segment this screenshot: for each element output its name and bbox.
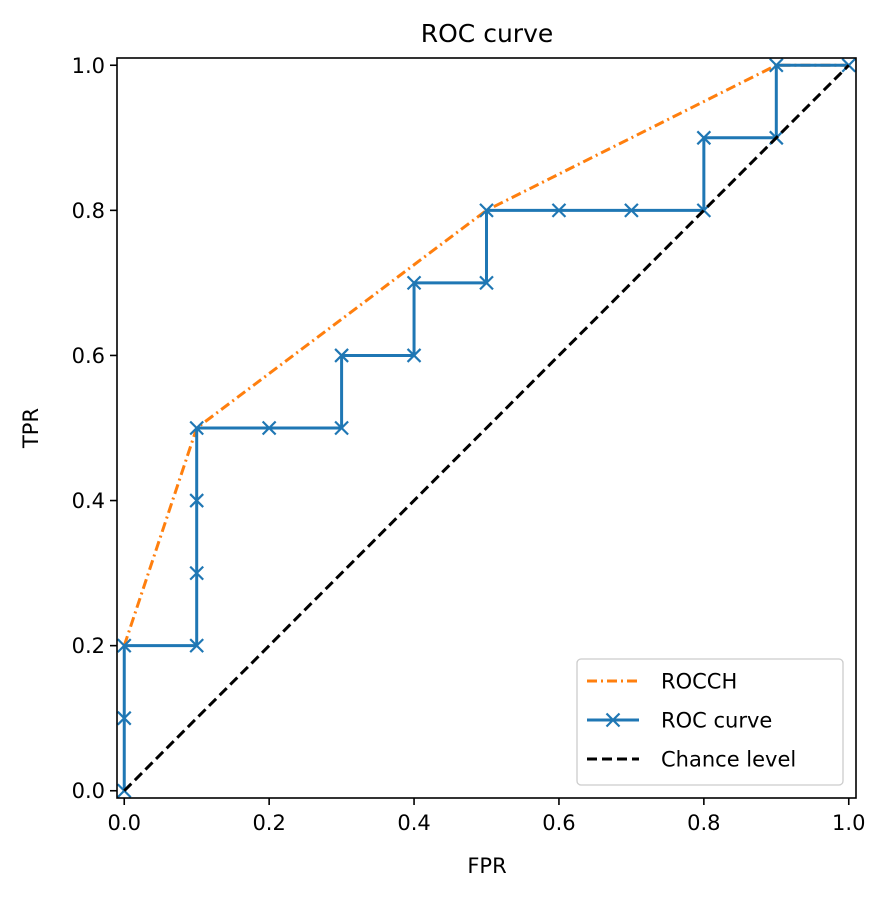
- data-point-marker: [189, 638, 204, 653]
- data-point-marker: [261, 420, 277, 436]
- x-tick-label: 0.6: [542, 811, 575, 835]
- data-point-marker: [479, 203, 494, 218]
- marker-stroke: [551, 203, 567, 218]
- marker-stroke: [479, 203, 494, 218]
- y-tick-label: 0.6: [72, 344, 105, 368]
- marker-stroke: [334, 348, 349, 363]
- marker-stroke: [189, 638, 204, 653]
- x-axis-title: FPR: [467, 854, 506, 878]
- marker-stroke: [406, 275, 422, 291]
- y-axis-title: TPR: [19, 408, 43, 449]
- series-line: [122, 63, 849, 647]
- chart-title: ROC curve: [421, 19, 554, 48]
- series-line: [123, 64, 850, 792]
- marker-stroke: [189, 420, 204, 436]
- data-point-marker: [116, 710, 132, 726]
- legend-entry: ROCCH: [587, 670, 737, 694]
- y-tick-label: 0.4: [72, 489, 105, 513]
- marker-stroke: [479, 275, 494, 291]
- data-point-marker: [189, 565, 204, 581]
- legend-label: ROCCH: [661, 670, 737, 694]
- data-point-marker: [406, 348, 422, 363]
- y-tick-label: 0.2: [72, 634, 105, 658]
- data-point-marker: [116, 638, 132, 653]
- data-point-marker: [334, 420, 349, 436]
- data-point-marker: [769, 57, 784, 73]
- marker-stroke: [116, 710, 132, 726]
- marker-stroke: [624, 203, 639, 218]
- marker-stroke: [261, 420, 277, 436]
- x-tick-label: 1.0: [832, 811, 865, 835]
- x-tick-label: 0.4: [397, 811, 430, 835]
- marker-stroke: [769, 57, 784, 73]
- marker-stroke: [696, 130, 712, 146]
- legend-marker: [605, 712, 621, 728]
- data-point-marker: [334, 348, 349, 363]
- legend-entry: ROC curve: [587, 709, 772, 733]
- data-point-marker: [189, 420, 204, 436]
- data-point-marker: [479, 275, 494, 291]
- marker-stroke: [406, 348, 422, 363]
- legend-label: Chance level: [661, 748, 796, 772]
- legend-label: ROC curve: [661, 709, 772, 733]
- series-rocch: [122, 63, 849, 647]
- data-point-marker: [406, 275, 422, 291]
- data-point-marker: [696, 130, 712, 146]
- plot-area: 0.0 0.2 0.4 0.6 0.8 1.0 0.0 0.2 0.4 0.6 0.8 1.0: [72, 54, 866, 835]
- marker-stroke: [189, 565, 204, 581]
- y-tick-label: 0.0: [72, 779, 105, 803]
- y-tick-label: 0.8: [72, 199, 105, 223]
- x-tick-label: 0.2: [252, 811, 285, 835]
- legend: ROCCH ROC curve Chance level: [576, 658, 844, 786]
- legend-box: [576, 658, 844, 786]
- legend-entry: Chance level: [587, 748, 796, 772]
- series-chance-level: [123, 64, 850, 792]
- marker-stroke: [116, 638, 132, 653]
- data-point-marker: [551, 203, 567, 218]
- x-tick-label: 0.8: [687, 811, 720, 835]
- plot-frame: [116, 57, 857, 799]
- data-point-marker: [624, 203, 639, 218]
- marker-stroke: [189, 493, 204, 508]
- marker-stroke: [334, 420, 349, 436]
- y-tick-label: 1.0: [72, 54, 105, 78]
- x-tick-label: 0.0: [108, 811, 141, 835]
- data-point-marker: [189, 493, 204, 508]
